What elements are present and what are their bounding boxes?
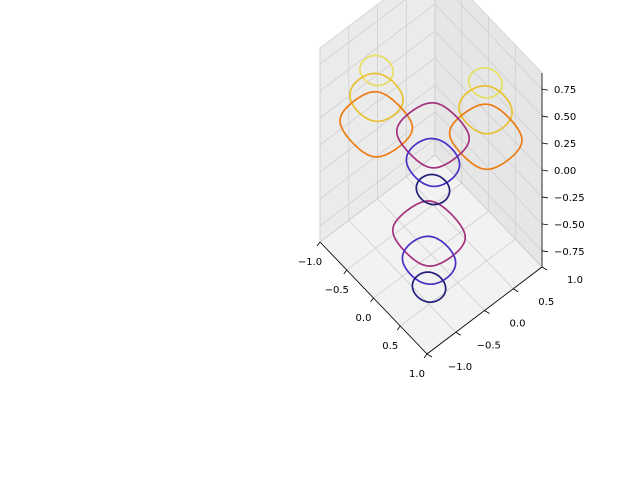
z-tick-label: 0.50 [554, 112, 576, 123]
contour-level-line [349, 72, 513, 135]
tick-labels: −1.0 −0.5 0.0 0.5 1.0 −1.0 −0.5 0.0 0.5 1.0 0.75 0.… [298, 85, 585, 380]
gridline-y [434, 154, 543, 268]
contour-level-line [411, 173, 451, 304]
x-tick-mark [396, 325, 401, 331]
y-tick-label: 0.5 [538, 297, 554, 308]
y-tick-label: −0.5 [477, 340, 501, 351]
x-tick-mark [370, 297, 374, 303]
z-tick-mark [541, 196, 549, 199]
z-tick-label: 0.75 [554, 85, 576, 96]
y-tick-mark [541, 266, 548, 271]
x-tick-label: 0.5 [382, 341, 398, 352]
x-tick-mark [343, 269, 348, 275]
z-tick-label: 0.25 [554, 139, 576, 150]
z-tick-mark [541, 88, 549, 91]
x-tick-label: 1.0 [409, 369, 425, 380]
gridline-y [377, 198, 485, 311]
y-tick-mark [484, 310, 490, 314]
y-tick-label: −1.0 [448, 362, 472, 373]
gridline-z [319, 57, 543, 171]
z-tick-mark [541, 115, 549, 118]
z-tick-mark [541, 142, 549, 145]
gridline-y [348, 220, 457, 333]
y-tick-mark [426, 353, 433, 358]
gridline-z [319, 30, 543, 144]
y-tick-mark [455, 331, 461, 336]
x-tick-label: 0.0 [356, 313, 372, 324]
y-tick-label: 1.0 [567, 275, 583, 286]
y-tick-mark [513, 288, 519, 293]
z-tick-mark [541, 223, 549, 226]
gridline-z [319, 0, 543, 90]
x-tick-mark [423, 353, 428, 359]
gridline-z [319, 3, 543, 117]
x-tick-mark [316, 241, 321, 247]
contour-level-line [401, 137, 461, 286]
gridline-y [406, 176, 514, 290]
z-tick-mark [541, 250, 549, 253]
axis-lines [316, 72, 549, 359]
z-tick-label: −0.25 [554, 193, 585, 204]
x-tick-label: −0.5 [325, 285, 349, 296]
axis-panes [319, 0, 543, 355]
gridlines [319, 0, 543, 355]
gridline-z [319, 84, 543, 198]
y-tick-label: 0.0 [510, 319, 526, 330]
z-tick-label: 0.00 [554, 166, 576, 177]
x-tick-label: −1.0 [298, 257, 322, 268]
contour-lines [339, 54, 523, 304]
contour-level-line [391, 101, 471, 267]
z-tick-mark [541, 169, 549, 172]
z-tick-label: −0.75 [554, 247, 585, 258]
z-tick-label: −0.50 [554, 220, 585, 231]
gridline-z [319, 111, 543, 225]
